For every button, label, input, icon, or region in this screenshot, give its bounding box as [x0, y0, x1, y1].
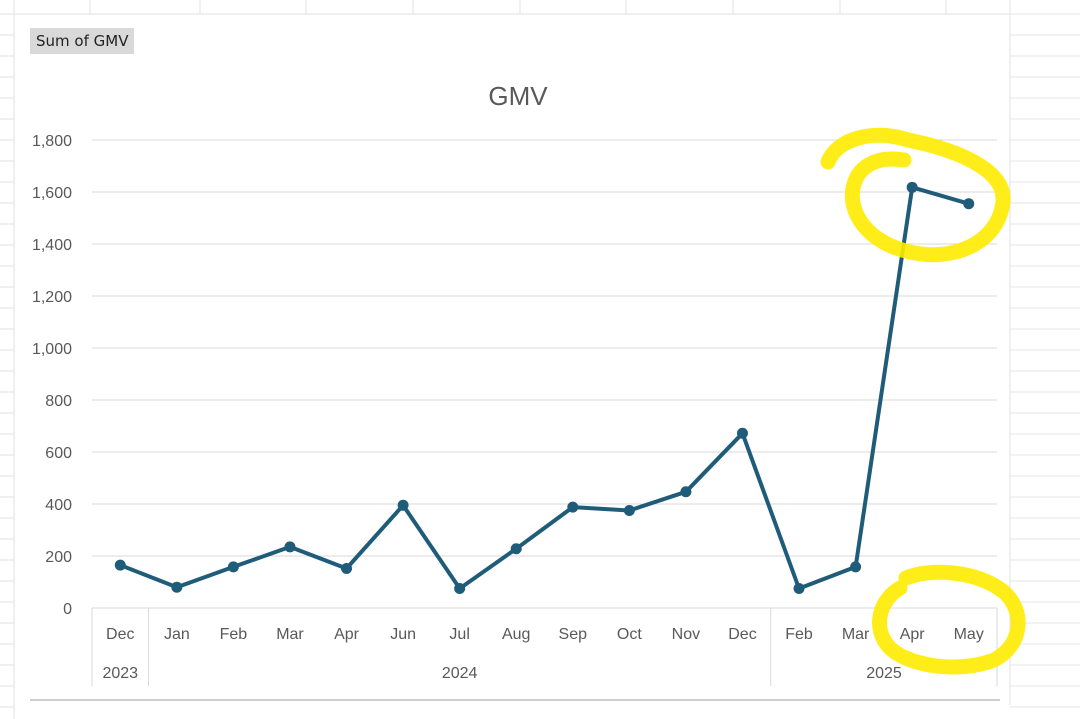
y-tick-label: 1,600 — [32, 185, 72, 202]
x-tick-label: Feb — [220, 626, 248, 643]
year-label: 2024 — [442, 665, 478, 682]
data-point — [341, 562, 353, 574]
x-tick-label: Jun — [390, 626, 416, 643]
x-tick-label: Oct — [617, 626, 642, 643]
y-tick-label: 200 — [45, 549, 72, 566]
x-tick-label: May — [954, 626, 984, 643]
x-tick-label: Feb — [785, 626, 813, 643]
series-line — [118, 185, 971, 591]
x-tick-label: Sep — [559, 626, 588, 643]
highlight-circle-data — [820, 127, 1011, 263]
highlight-circle-axis — [872, 564, 1026, 675]
y-tick-label: 1,800 — [32, 133, 72, 150]
x-tick-label: Dec — [728, 626, 756, 643]
data-point — [284, 541, 296, 553]
data-point — [454, 583, 466, 594]
data-point — [906, 181, 918, 193]
y-tick-label: 800 — [45, 393, 72, 410]
year-label: 2025 — [866, 665, 902, 682]
chart-title: GMV — [488, 81, 548, 111]
data-point — [510, 543, 522, 555]
y-tick-label: 400 — [45, 497, 72, 514]
x-tick-label: Nov — [672, 626, 700, 643]
y-tick-label: 0 — [63, 601, 72, 618]
y-tick-label: 1,000 — [32, 341, 72, 358]
y-tick-label: 1,200 — [32, 289, 72, 306]
x-tick-label: Jul — [449, 626, 469, 643]
data-point — [850, 561, 862, 573]
data-point — [623, 505, 635, 516]
data-point — [963, 198, 975, 210]
data-point — [227, 561, 239, 573]
data-point — [397, 499, 409, 511]
year-label: 2023 — [102, 665, 138, 682]
data-point — [114, 559, 126, 571]
x-tick-label: Aug — [502, 626, 530, 643]
x-tick-label: Apr — [334, 626, 360, 643]
x-tick-label: Apr — [900, 626, 926, 643]
data-point — [793, 583, 805, 594]
pivot-field-button[interactable]: Sum of GMV — [30, 28, 135, 54]
data-point — [680, 486, 692, 498]
data-point — [171, 581, 183, 593]
x-tick-label: Dec — [106, 626, 134, 643]
x-tick-label: Jan — [164, 626, 190, 643]
y-tick-label: 600 — [45, 445, 72, 462]
data-point — [736, 427, 748, 439]
y-tick-label: 1,400 — [32, 237, 72, 254]
x-tick-label: Mar — [842, 626, 870, 643]
x-tick-label: Mar — [276, 626, 304, 643]
data-point — [567, 501, 579, 513]
